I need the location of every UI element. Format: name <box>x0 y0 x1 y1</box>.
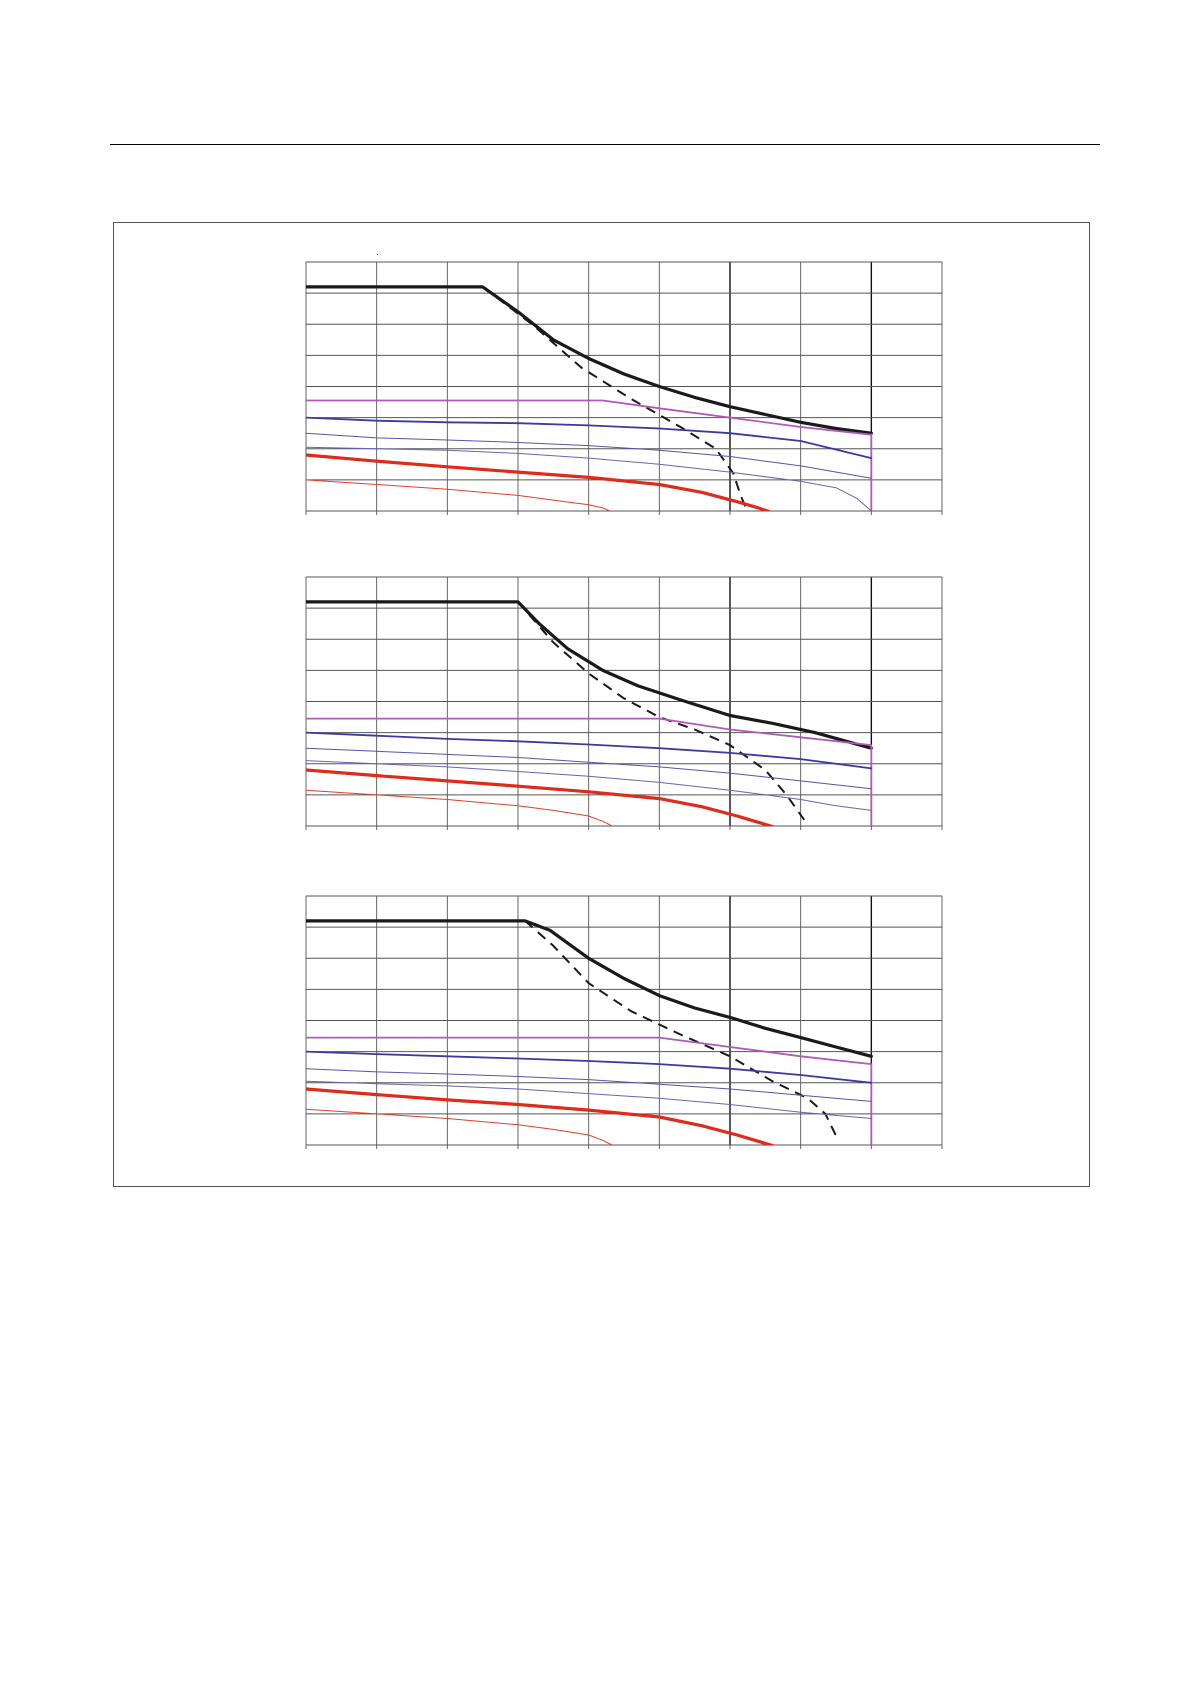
series-line-2 <box>306 1036 873 1145</box>
series-line-6 <box>306 453 772 511</box>
header-rule <box>110 144 1100 145</box>
series-line-3 <box>306 416 873 459</box>
series-line-5 <box>306 1080 872 1119</box>
series-line-2 <box>306 717 873 826</box>
series-line-6 <box>306 1087 777 1145</box>
chart-top <box>305 261 943 515</box>
series-line-4 <box>306 432 872 479</box>
series-line-0 <box>306 600 873 750</box>
series-line-5 <box>306 760 872 811</box>
series-line-2 <box>306 399 873 511</box>
series-line-0 <box>306 919 873 1058</box>
series-line-4 <box>306 747 872 790</box>
series-line-0 <box>306 285 873 435</box>
series-line-5 <box>306 446 872 511</box>
series-line-3 <box>306 731 873 770</box>
figure-frame <box>113 222 1090 1187</box>
stray-mark <box>377 254 378 255</box>
chart-bottom <box>305 895 943 1149</box>
series-line-3 <box>306 1050 873 1084</box>
series-line-7 <box>306 479 612 511</box>
series-line-7 <box>306 789 614 826</box>
series-line-4 <box>306 1068 872 1102</box>
series-line-1 <box>517 601 806 821</box>
series-line-6 <box>306 768 777 826</box>
series-line-7 <box>306 1108 614 1145</box>
series-line-1 <box>524 920 837 1137</box>
chart-middle <box>305 576 943 830</box>
series-line-1 <box>482 286 749 511</box>
